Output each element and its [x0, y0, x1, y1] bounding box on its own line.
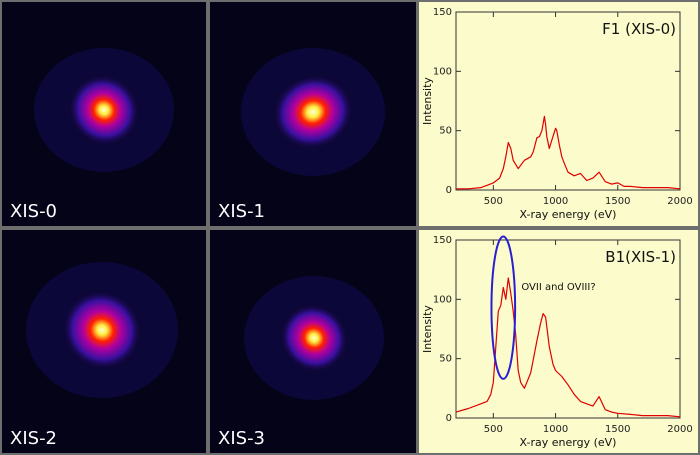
chart1-x-axis-label: X-ray energy (eV)	[520, 436, 617, 449]
chart0-x-tick-label: 1500	[605, 196, 630, 207]
xis2-image-panel: XIS-2	[2, 230, 206, 453]
chart1-y-tick-label: 0	[446, 413, 452, 424]
chart0-y-tick-label: 150	[433, 7, 452, 18]
xis1-psf-image	[241, 48, 385, 176]
chart0-chart-title: F1 (XIS-0)	[602, 20, 676, 38]
xis2-label: XIS-2	[10, 428, 58, 449]
f1-spectrum-chart: 500 1000 1500 2000 0 50 100 150 X-ray energy (eV…	[421, 7, 693, 221]
xis3-image-panel: XIS-3	[210, 230, 416, 453]
chart1-y-tick-label: 50	[439, 354, 452, 365]
xis0-image-panel: XIS-0	[2, 2, 206, 226]
xis0-psf-image	[34, 48, 174, 172]
chart0-plot-frame	[455, 11, 681, 191]
chart0-x-axis-label: X-ray energy (eV)	[520, 208, 617, 221]
xis1-image-panel: XIS-1	[210, 2, 416, 226]
chart1-plot-frame	[455, 239, 681, 419]
b1-spectrum-chart: 500 1000 1500 2000 0 50 100 150 X-ray energy (eV…	[421, 235, 693, 449]
chart1-x-tick-label: 1000	[543, 424, 568, 435]
chart0-y-tick-label: 0	[446, 185, 452, 196]
b1-spectrum-panel: 500 1000 1500 2000 0 50 100 150 X-ray energy (eV…	[419, 230, 698, 453]
chart1-x-tick-label: 2000	[667, 424, 692, 435]
xis3-label: XIS-3	[218, 428, 266, 449]
chart0-x-tick-label: 2000	[667, 196, 692, 207]
chart1-annotation-text: OVII and OVIII?	[521, 282, 595, 293]
chart1-chart-title: B1(XIS-1)	[605, 248, 676, 266]
chart0-spectrum-line-0	[456, 115, 681, 190]
f1-spectrum-panel: 500 1000 1500 2000 0 50 100 150 X-ray energy (eV…	[419, 2, 698, 226]
chart1-y-tick-label: 100	[433, 294, 452, 305]
xis2-psf-image	[26, 262, 178, 398]
xis1-label: XIS-1	[218, 201, 266, 222]
chart1-y-tick-label: 150	[433, 235, 452, 246]
chart1-y-axis-label: Intensity	[421, 305, 434, 353]
chart1-annotation-ellipse	[490, 235, 517, 380]
chart0-y-tick-label: 100	[433, 66, 452, 77]
chart0-y-axis-label: Intensity	[421, 77, 434, 125]
chart1-x-tick-label: 1500	[605, 424, 630, 435]
chart0-x-tick-label: 1000	[543, 196, 568, 207]
xis0-label: XIS-0	[10, 201, 58, 222]
chart1-spectrum-line-0	[455, 277, 681, 418]
chart0-x-tick-label: 500	[484, 196, 503, 207]
chart0-y-tick-label: 50	[439, 126, 452, 137]
chart1-x-tick-label: 500	[484, 424, 503, 435]
xis3-psf-image	[244, 276, 384, 400]
